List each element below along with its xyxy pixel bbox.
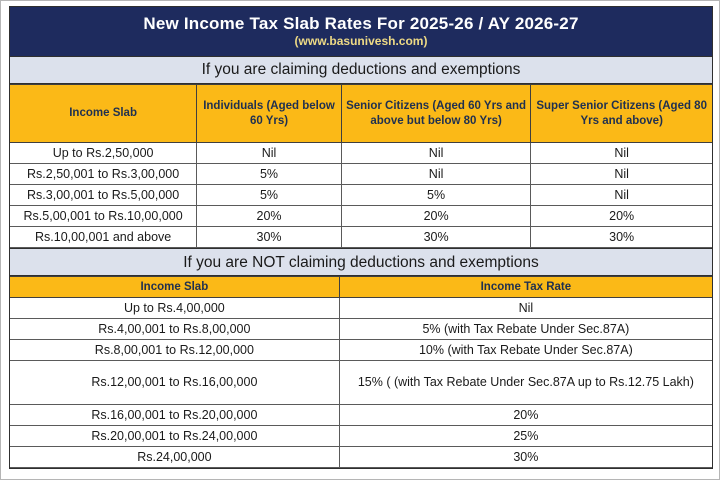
table-row: Rs.16,00,001 to Rs.20,00,000 20% bbox=[10, 404, 712, 426]
table-row: Rs.5,00,001 to Rs.10,00,000 20% 20% 20% bbox=[10, 205, 712, 227]
table-row: Rs.8,00,001 to Rs.12,00,000 10% (with Ta… bbox=[10, 339, 712, 361]
table-row: Rs.2,50,001 to Rs.3,00,000 5% Nil Nil bbox=[10, 163, 712, 185]
cell-rate: Nil bbox=[338, 297, 712, 319]
cell-rate: 5% bbox=[340, 184, 532, 206]
cell-income-slab: Up to Rs.4,00,000 bbox=[10, 297, 340, 319]
cell-income-slab: Up to Rs.2,50,000 bbox=[10, 142, 198, 164]
cell-income-slab: Rs.16,00,001 to Rs.20,00,000 bbox=[10, 404, 340, 426]
cell-rate: 20% bbox=[340, 205, 532, 227]
cell-income-slab: Rs.3,00,001 to Rs.5,00,000 bbox=[10, 184, 198, 206]
title-bar: New Income Tax Slab Rates For 2025-26 / … bbox=[10, 7, 712, 57]
tax-table-sheet: New Income Tax Slab Rates For 2025-26 / … bbox=[9, 6, 713, 469]
column-header-income-tax-rate: Income Tax Rate bbox=[338, 276, 712, 298]
table-row: Rs.4,00,001 to Rs.8,00,000 5% (with Tax … bbox=[10, 318, 712, 340]
cell-rate: 20% bbox=[196, 205, 342, 227]
page-title: New Income Tax Slab Rates For 2025-26 / … bbox=[143, 14, 579, 34]
cell-rate: Nil bbox=[530, 184, 712, 206]
cell-rate: 15% ( (with Tax Rebate Under Sec.87A up … bbox=[338, 360, 712, 405]
cell-rate: Nil bbox=[340, 142, 532, 164]
table-row: Rs.24,00,000 30% bbox=[10, 446, 712, 468]
column-header-senior-citizens: Senior Citizens (Aged 60 Yrs and above b… bbox=[340, 84, 532, 143]
table-row: Up to Rs.2,50,000 Nil Nil Nil bbox=[10, 142, 712, 164]
cell-income-slab: Rs.8,00,001 to Rs.12,00,000 bbox=[10, 339, 340, 361]
table-row: Rs.3,00,001 to Rs.5,00,000 5% 5% Nil bbox=[10, 184, 712, 206]
column-header-individuals: Individuals (Aged below 60 Yrs) bbox=[196, 84, 342, 143]
cell-income-slab: Rs.24,00,000 bbox=[10, 446, 340, 468]
cell-rate: 20% bbox=[338, 404, 712, 426]
cell-rate: 30% bbox=[338, 446, 712, 468]
cell-rate: Nil bbox=[530, 163, 712, 185]
cell-income-slab: Rs.5,00,001 to Rs.10,00,000 bbox=[10, 205, 198, 227]
cell-income-slab: Rs.10,00,001 and above bbox=[10, 226, 198, 248]
cell-rate: 30% bbox=[530, 226, 712, 248]
cell-rate: 5% (with Tax Rebate Under Sec.87A) bbox=[338, 318, 712, 340]
cell-rate: Nil bbox=[196, 142, 342, 164]
old-regime-header-row: Income Slab Individuals (Aged below 60 Y… bbox=[10, 84, 712, 143]
cell-rate: 5% bbox=[196, 184, 342, 206]
cell-rate: Nil bbox=[340, 163, 532, 185]
column-header-income-slab: Income Slab bbox=[10, 84, 198, 143]
table-row: Rs.20,00,001 to Rs.24,00,000 25% bbox=[10, 425, 712, 447]
cell-rate: Nil bbox=[530, 142, 712, 164]
cell-rate: 20% bbox=[530, 205, 712, 227]
cell-income-slab: Rs.2,50,001 to Rs.3,00,000 bbox=[10, 163, 198, 185]
table-row: Rs.10,00,001 and above 30% 30% 30% bbox=[10, 226, 712, 248]
section-heading-old-regime: If you are claiming deductions and exemp… bbox=[10, 57, 712, 84]
cell-rate: 10% (with Tax Rebate Under Sec.87A) bbox=[338, 339, 712, 361]
column-header-super-senior-citizens: Super Senior Citizens (Aged 80 Yrs and a… bbox=[530, 84, 712, 143]
site-credit: (www.basunivesh.com) bbox=[294, 34, 428, 49]
new-regime-table: Income Slab Income Tax Rate Up to Rs.4,0… bbox=[10, 276, 712, 468]
cell-rate: 5% bbox=[196, 163, 342, 185]
table-row: Rs.12,00,001 to Rs.16,00,000 15% ( (with… bbox=[10, 360, 712, 405]
cell-rate: 30% bbox=[340, 226, 532, 248]
cell-income-slab: Rs.4,00,001 to Rs.8,00,000 bbox=[10, 318, 340, 340]
new-regime-header-row: Income Slab Income Tax Rate bbox=[10, 276, 712, 298]
section-heading-new-regime: If you are NOT claiming deductions and e… bbox=[10, 248, 712, 276]
cell-rate: 25% bbox=[338, 425, 712, 447]
cell-income-slab: Rs.20,00,001 to Rs.24,00,000 bbox=[10, 425, 340, 447]
cell-income-slab: Rs.12,00,001 to Rs.16,00,000 bbox=[10, 360, 340, 405]
column-header-income-slab: Income Slab bbox=[10, 276, 340, 298]
cell-rate: 30% bbox=[196, 226, 342, 248]
table-row: Up to Rs.4,00,000 Nil bbox=[10, 297, 712, 319]
old-regime-table: Income Slab Individuals (Aged below 60 Y… bbox=[10, 84, 712, 248]
